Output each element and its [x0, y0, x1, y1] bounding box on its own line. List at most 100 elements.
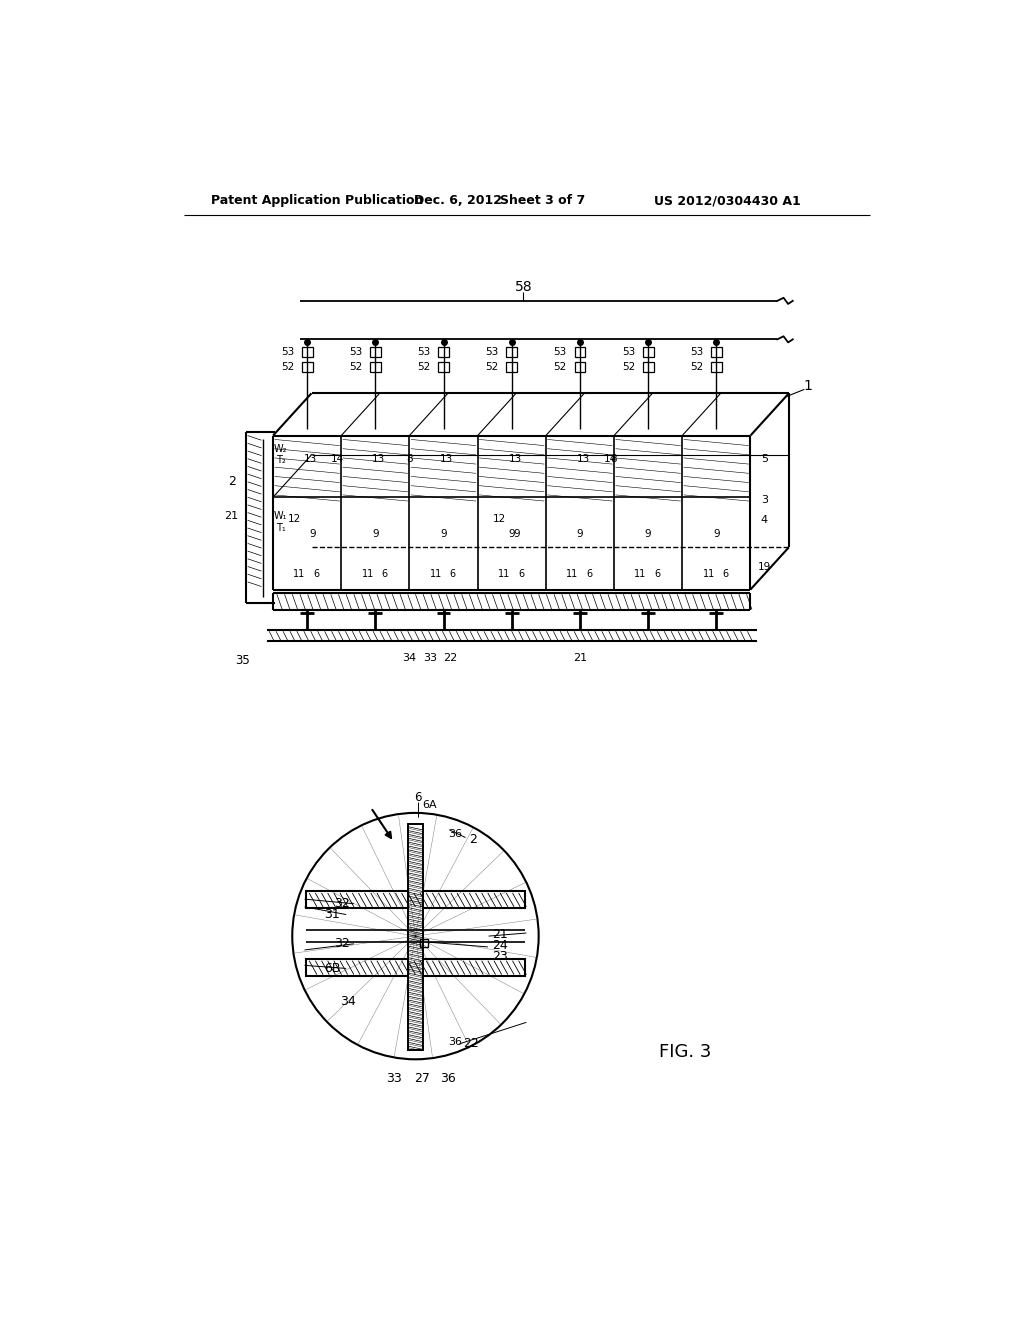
Text: 34: 34: [402, 653, 417, 663]
Text: 52: 52: [281, 362, 294, 372]
Text: T₁: T₁: [275, 523, 286, 533]
Text: 11: 11: [566, 569, 579, 579]
Text: 32: 32: [335, 937, 350, 950]
Text: 52: 52: [554, 362, 567, 372]
Text: 52: 52: [417, 362, 430, 372]
Text: 22: 22: [443, 653, 458, 663]
Text: 12: 12: [493, 513, 506, 524]
Text: 53: 53: [622, 347, 635, 356]
Text: 21: 21: [572, 653, 587, 663]
Text: 53: 53: [281, 347, 294, 356]
Text: 36: 36: [449, 829, 463, 840]
Text: 6: 6: [313, 569, 319, 579]
Text: 11: 11: [293, 569, 305, 579]
Text: W₁: W₁: [274, 511, 288, 521]
Text: 52: 52: [485, 362, 499, 372]
Text: 9: 9: [514, 529, 520, 539]
Bar: [711, 347, 722, 358]
Bar: [370, 362, 381, 372]
Text: 12: 12: [288, 513, 301, 524]
Text: 13: 13: [509, 454, 522, 463]
Text: 11: 11: [498, 569, 510, 579]
Text: 8: 8: [407, 454, 413, 463]
Text: 33: 33: [423, 653, 437, 663]
Bar: [711, 362, 722, 372]
Text: 53: 53: [554, 347, 567, 356]
Text: 9: 9: [508, 529, 515, 539]
Bar: [306, 960, 524, 977]
Text: 53: 53: [417, 347, 430, 356]
Text: 9: 9: [713, 529, 720, 539]
Text: 6: 6: [654, 569, 660, 579]
Bar: [574, 362, 586, 372]
Text: 6: 6: [450, 569, 456, 579]
Bar: [302, 347, 312, 358]
Text: 6: 6: [723, 569, 729, 579]
Text: 53: 53: [349, 347, 362, 356]
Text: 14: 14: [604, 454, 617, 463]
Text: 58: 58: [514, 280, 532, 294]
Text: 34: 34: [340, 995, 355, 1008]
Text: 9: 9: [372, 529, 379, 539]
Bar: [643, 347, 653, 358]
Bar: [302, 362, 312, 372]
Text: 3: 3: [761, 495, 768, 506]
Text: 2: 2: [228, 475, 237, 488]
Text: 32: 32: [335, 898, 350, 911]
Bar: [506, 362, 517, 372]
Text: 22: 22: [463, 1038, 479, 1051]
Bar: [574, 347, 586, 358]
Text: 6: 6: [382, 569, 388, 579]
Text: 13: 13: [577, 454, 590, 463]
Text: 11: 11: [702, 569, 715, 579]
Text: 11: 11: [430, 569, 442, 579]
Text: Sheet 3 of 7: Sheet 3 of 7: [500, 194, 586, 207]
Text: 9: 9: [309, 529, 315, 539]
Bar: [506, 347, 517, 358]
Bar: [438, 347, 449, 358]
Text: 53: 53: [690, 347, 703, 356]
Bar: [438, 362, 449, 372]
Text: W₂: W₂: [274, 445, 288, 454]
Text: Patent Application Publication: Patent Application Publication: [211, 194, 424, 207]
Text: 11: 11: [634, 569, 646, 579]
Text: 52: 52: [622, 362, 635, 372]
Text: 11: 11: [361, 569, 374, 579]
Text: 52: 52: [349, 362, 362, 372]
Text: 8: 8: [610, 454, 617, 463]
Text: 1: 1: [804, 379, 813, 392]
Text: 6A: 6A: [422, 800, 436, 810]
Text: 19: 19: [758, 561, 771, 572]
Text: 2: 2: [469, 833, 477, 846]
Text: T₂: T₂: [275, 455, 286, 465]
Text: 33: 33: [386, 1072, 401, 1085]
Bar: [408, 825, 423, 1051]
Text: 31: 31: [325, 908, 340, 921]
Text: 36: 36: [440, 1072, 456, 1085]
Bar: [420, 940, 428, 946]
Text: 21: 21: [493, 928, 508, 941]
Text: 13: 13: [304, 454, 317, 463]
Text: 13: 13: [372, 454, 385, 463]
Text: 4: 4: [761, 515, 768, 525]
Text: 9: 9: [577, 529, 584, 539]
Bar: [306, 891, 524, 908]
Text: 6: 6: [518, 569, 524, 579]
Text: 24: 24: [493, 939, 508, 952]
Text: 9: 9: [440, 529, 446, 539]
Text: Dec. 6, 2012: Dec. 6, 2012: [414, 194, 502, 207]
Text: 6B: 6B: [324, 962, 341, 975]
Text: US 2012/0304430 A1: US 2012/0304430 A1: [654, 194, 801, 207]
Text: 53: 53: [485, 347, 499, 356]
Text: 14: 14: [331, 454, 344, 463]
Text: FIG. 3: FIG. 3: [658, 1043, 711, 1060]
Bar: [643, 362, 653, 372]
Text: 6: 6: [586, 569, 592, 579]
Text: 52: 52: [690, 362, 703, 372]
Text: 6: 6: [414, 791, 422, 804]
Bar: [370, 347, 381, 358]
Text: 5: 5: [761, 454, 768, 463]
Text: 21: 21: [224, 511, 239, 520]
Text: 9: 9: [645, 529, 651, 539]
Text: 35: 35: [234, 653, 250, 667]
